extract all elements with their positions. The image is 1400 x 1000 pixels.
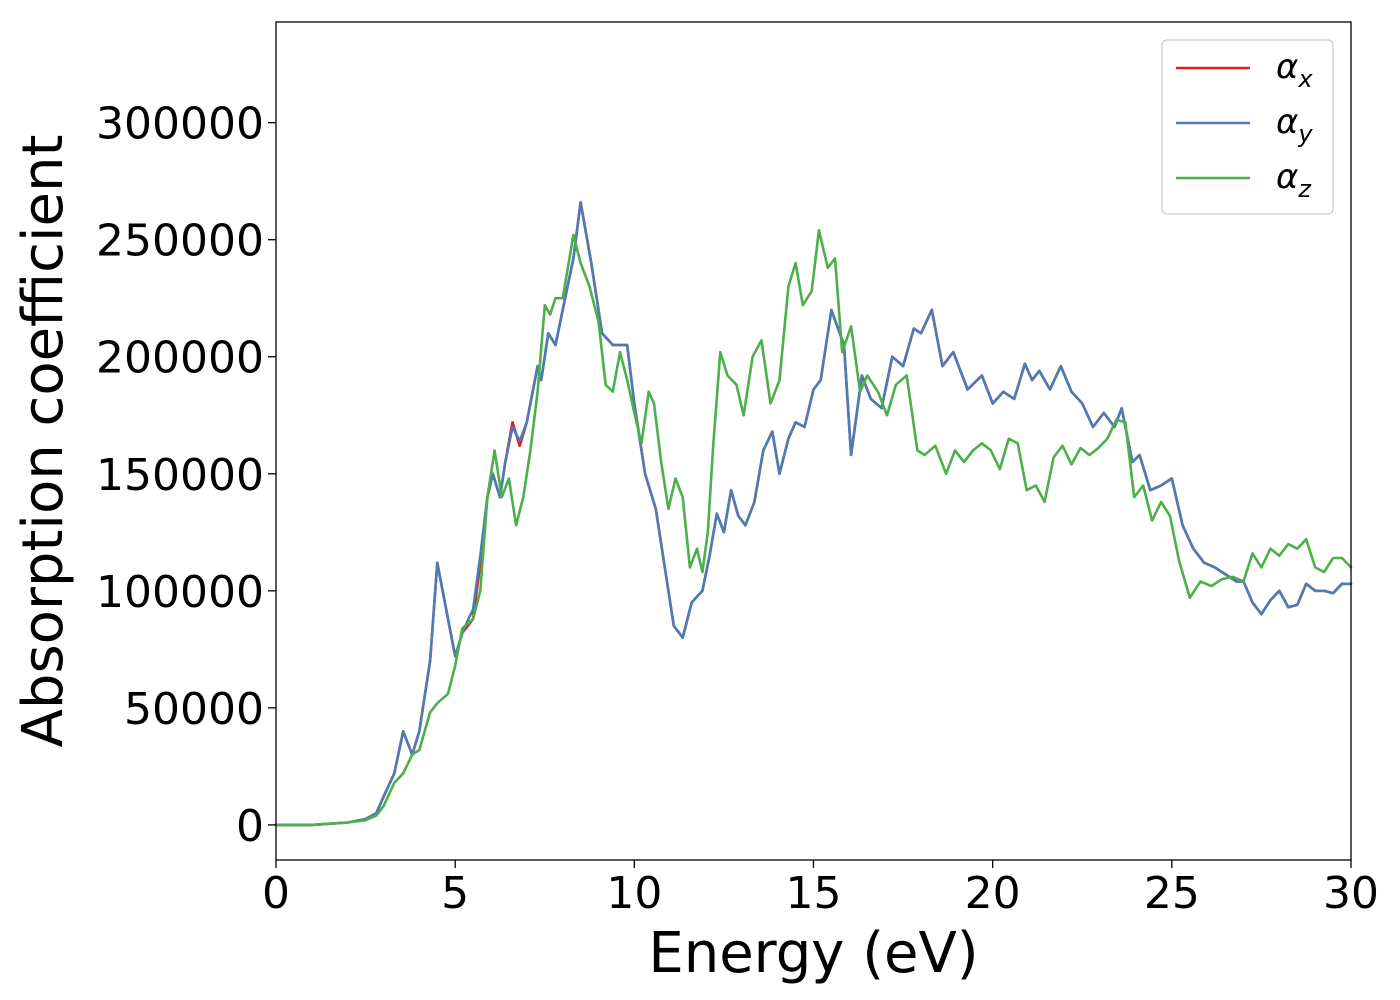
x-tick-label: 25: [1144, 868, 1200, 919]
y-tick-label: 0: [236, 801, 264, 852]
y-tick-label: 200000: [96, 333, 264, 384]
legend-label-z: αz: [1276, 157, 1312, 203]
x-tick-label: 20: [965, 868, 1021, 919]
x-axis-title: Energy (eV): [648, 921, 978, 986]
y-tick-label: 100000: [96, 567, 264, 618]
y-axis-title: Absorption coefficient: [11, 135, 76, 748]
x-tick-label: 5: [441, 868, 469, 919]
legend: αx αy αz: [1161, 39, 1334, 215]
x-tick-label: 30: [1323, 868, 1379, 919]
y-tick-label: 250000: [96, 216, 264, 267]
legend-label-y: αy: [1276, 102, 1313, 148]
series-line-z: [274, 229, 1353, 827]
y-axis: 0 50000 100000 150000 200000 250000 300000: [96, 99, 276, 852]
x-tick-label: 10: [606, 868, 662, 919]
legend-box: [1161, 39, 1334, 215]
y-tick-label: 150000: [96, 450, 264, 501]
x-tick-label: 0: [262, 868, 290, 919]
legend-label-x: αx: [1276, 47, 1313, 93]
x-tick-label: 15: [786, 868, 842, 919]
y-tick-label: 300000: [96, 99, 264, 150]
series-layer: [274, 200, 1353, 827]
y-tick-label: 50000: [124, 684, 264, 735]
x-axis: 0 5 10 15 20 25 30: [262, 860, 1379, 919]
